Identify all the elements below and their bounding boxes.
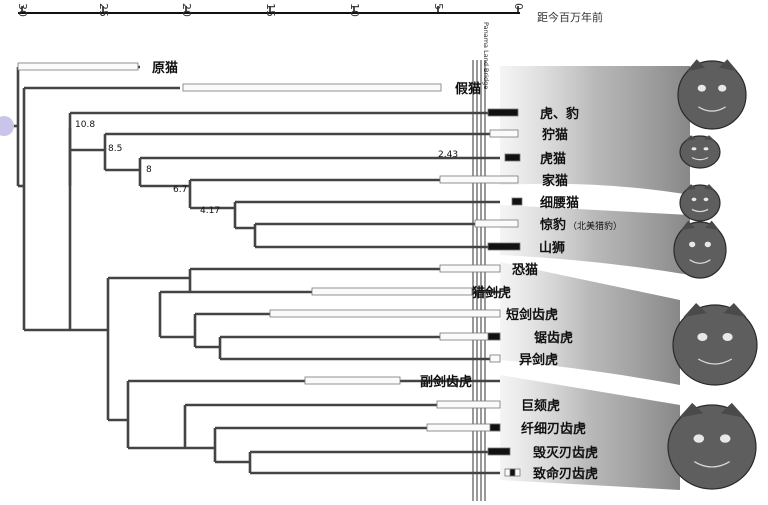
fossil-range-bar [426, 423, 501, 432]
fan-wedge-puma [500, 205, 690, 275]
head-portraits [667, 59, 758, 490]
taxon-label: 恐猫 [512, 262, 538, 278]
taxon-label: 虎猫 [540, 151, 566, 167]
taxon-label: 短剑齿虎 [506, 307, 558, 323]
axis-tick-label: 20 [180, 3, 193, 17]
node-age-label: 8.5 [108, 144, 122, 154]
taxon-label: 锯齿虎 [534, 330, 573, 346]
fossil-range-bar [487, 108, 519, 117]
taxon-label: 山狮 [539, 240, 565, 256]
taxon-label: 虎、豹 [540, 106, 579, 122]
panama-bridge-label: Panama Land Bridge [482, 22, 490, 89]
fossil-range-bar [487, 332, 501, 341]
taxon-label: 家猫 [542, 173, 568, 189]
fossil-range-bar [269, 309, 501, 318]
fan-wedge-smilodontini [500, 375, 680, 490]
taxon-label: 副剑齿虎 [420, 374, 472, 390]
fossil-range-bar [17, 62, 139, 71]
taxon-label: 原猫 [152, 60, 178, 76]
leopard-head-icon [677, 59, 747, 130]
time-axis: 30 25 20 15 10 5 0 距今百万年前 [16, 3, 603, 24]
fossil-range-bars [17, 62, 523, 477]
fossil-range-bar [311, 287, 473, 296]
smilodon-head-icon [667, 402, 757, 490]
axis-tick-label: 15 [264, 3, 277, 17]
axis-tick-label: 10 [348, 3, 361, 17]
fossil-range-bar [489, 129, 519, 138]
node-age-label: 8 [146, 165, 152, 175]
taxon-label: 纤细刃齿虎 [521, 421, 586, 437]
taxon-label: 巨颏虎 [521, 398, 560, 414]
axis-tick-label: 0 [512, 3, 525, 10]
node-age-label: 6.7 [173, 185, 187, 195]
fossil-range-bar [487, 242, 521, 251]
axis-tick-label: 25 [97, 3, 110, 17]
taxon-label: 异剑虎 [519, 352, 558, 368]
taxon-label: 狞猫 [542, 127, 568, 143]
taxon-label: 猎剑虎 [472, 285, 511, 301]
caracal-head-icon [679, 135, 721, 169]
taxon-label: 细腰猫 [540, 195, 579, 211]
node-age-label: 2.43 [438, 150, 458, 160]
taxon-label: 假猫 [455, 81, 481, 97]
fossil-range-bar [489, 423, 501, 432]
fossil-range-bar [511, 197, 523, 206]
axis-tick-label: 30 [16, 3, 29, 17]
node-age-label: 4.17 [200, 206, 220, 216]
fossil-range-bar [504, 153, 521, 162]
fossil-range-bar [182, 83, 442, 92]
fossil-range-bar [439, 175, 519, 184]
fossil-range-bar [509, 468, 516, 477]
fan-wedge-homotherini [500, 262, 680, 385]
root-node-marker [0, 116, 14, 136]
fossil-range-bar [487, 447, 511, 456]
fossil-range-bar [304, 376, 401, 385]
fossil-range-bar [474, 219, 519, 228]
node-age-labels: 10.8 8.5 8 6.7 4.17 2.43 [75, 120, 458, 216]
jaguarundi-head-icon [679, 184, 721, 222]
taxon-label: 致命刃齿虎 [533, 466, 598, 482]
taxon-label: 毁灭刃齿虎 [533, 445, 598, 461]
puma-head-icon [673, 220, 727, 279]
fossil-range-bar [436, 400, 501, 409]
scimitar-cat-head-icon [672, 303, 758, 386]
fan-wedge-felinae [500, 66, 690, 195]
fossil-range-bar [489, 354, 501, 363]
fossil-range-bar [439, 264, 501, 273]
axis-tick-label: 5 [432, 3, 445, 10]
node-age-label: 10.8 [75, 120, 95, 130]
fan-wedges [500, 66, 690, 490]
time-axis-title: 距今百万年前 [537, 10, 603, 24]
